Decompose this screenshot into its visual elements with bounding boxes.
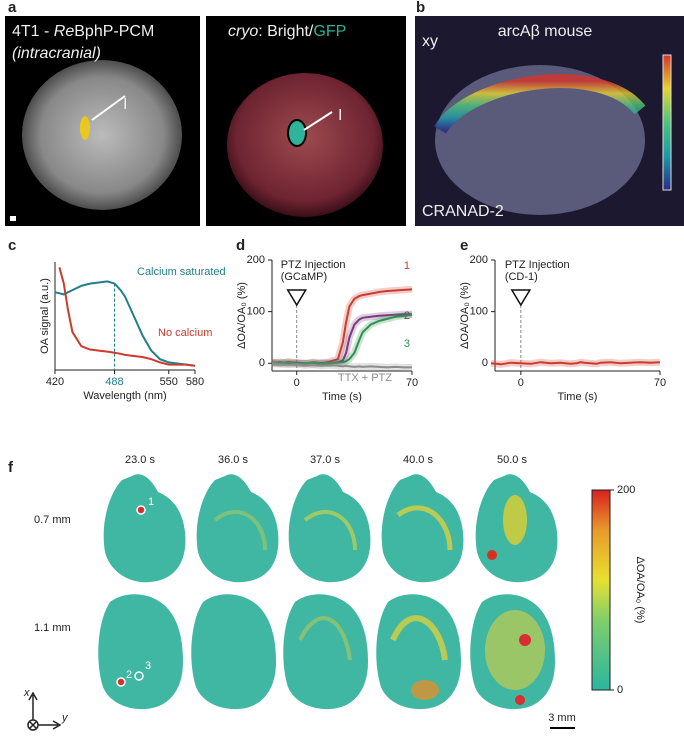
colorbar-label: ΔOA/OA₀ (%) — [634, 557, 646, 624]
time-label: 36.0 s — [218, 454, 248, 466]
time-label: 23.0 s — [125, 454, 155, 466]
arrow-label: I — [338, 107, 342, 124]
line — [54, 280, 196, 367]
scale-bar — [10, 216, 16, 221]
series-label: No calcium — [158, 327, 212, 339]
x-tick-label: 0 — [294, 377, 300, 389]
line — [271, 362, 412, 369]
title: cryo: Bright/GFP — [228, 23, 346, 40]
axis-label: y — [61, 712, 69, 724]
x-axis-label: Wavelength (nm) — [83, 390, 166, 402]
panel-label: b — [416, 0, 425, 16]
brain-slice — [227, 73, 383, 217]
x-axis-label: Time (s) — [558, 391, 598, 403]
annotation: PTZ Injection — [505, 259, 570, 271]
colorbar — [662, 54, 672, 191]
annotation: (CD-1) — [505, 271, 538, 283]
y-axis-label: ΔOA/OA₀ (%) — [459, 282, 471, 349]
panel-label: e — [460, 237, 468, 254]
series-label: 3 — [404, 338, 410, 350]
x-tick-label: 488 — [105, 376, 123, 388]
series-label: Calcium saturated — [137, 266, 226, 278]
axes-glyph — [27, 691, 62, 731]
skull — [22, 60, 182, 210]
y-tick-label: 0 — [482, 357, 488, 369]
time-label: 37.0 s — [310, 454, 340, 466]
roi — [116, 677, 126, 687]
title: arcAβ mouse — [498, 23, 593, 40]
scale-label: 3 mm — [548, 712, 576, 724]
depth-label: 0.7 mm — [34, 514, 71, 526]
annotation: PTZ Injection — [281, 259, 346, 271]
axis-label: x — [23, 687, 30, 699]
series-label: TTX + PTZ — [338, 372, 392, 384]
x-tick-label: 70 — [654, 377, 666, 389]
x-tick-label: 70 — [406, 377, 418, 389]
x-tick-label: 0 — [518, 377, 524, 389]
y-tick-label: 100 — [470, 306, 488, 318]
annotation: (GCaMP) — [281, 271, 327, 283]
panel-label: a — [8, 0, 17, 16]
roi-label: 3 — [145, 660, 151, 672]
depth-label: 1.1 mm — [34, 622, 71, 634]
panel-label: c — [8, 237, 16, 254]
y-tick-label: 0 — [259, 357, 265, 369]
roi-label: 1 — [148, 496, 154, 508]
time-label: 40.0 s — [403, 454, 433, 466]
x-axis-label: Time (s) — [322, 391, 362, 403]
y-axis-label: OA signal (a.u.) — [39, 278, 51, 354]
y-tick-label: 200 — [470, 254, 488, 266]
colorbar-tick-label: 0 — [617, 684, 623, 696]
colorbar-tick-label: 200 — [617, 484, 635, 496]
line — [58, 267, 196, 367]
signal — [434, 74, 646, 135]
plane-label: xy — [422, 33, 438, 50]
title: 4T1 - ReBphP-PCM — [12, 23, 154, 40]
subtitle: (intracranial) — [12, 45, 101, 62]
brain-maps — [98, 474, 558, 710]
series-label: 1 — [404, 260, 410, 272]
x-tick-label: 420 — [46, 376, 64, 388]
x-tick-label: 550 — [160, 376, 178, 388]
panel-label: d — [236, 237, 245, 254]
y-axis-label: ΔOA/OA₀ (%) — [236, 282, 248, 349]
roi — [136, 505, 146, 515]
roi-label: 2 — [126, 669, 132, 681]
line — [490, 361, 661, 366]
roi — [134, 671, 144, 681]
y-tick-label: 100 — [247, 306, 265, 318]
colorbar — [591, 489, 611, 691]
panel-label: f — [8, 459, 14, 476]
probe-label: CRANAD-2 — [422, 203, 504, 220]
y-tick-label: 200 — [247, 254, 265, 266]
x-tick-label: 580 — [186, 376, 204, 388]
event-marker — [286, 289, 308, 307]
arrow — [303, 111, 333, 131]
tumor — [80, 116, 90, 140]
brain — [435, 65, 645, 215]
arrow — [91, 95, 126, 121]
gfp — [287, 119, 307, 147]
event-marker — [510, 289, 532, 307]
arrow-label: I — [123, 96, 127, 113]
time-label: 50.0 s — [497, 454, 527, 466]
noise-band — [271, 285, 413, 368]
